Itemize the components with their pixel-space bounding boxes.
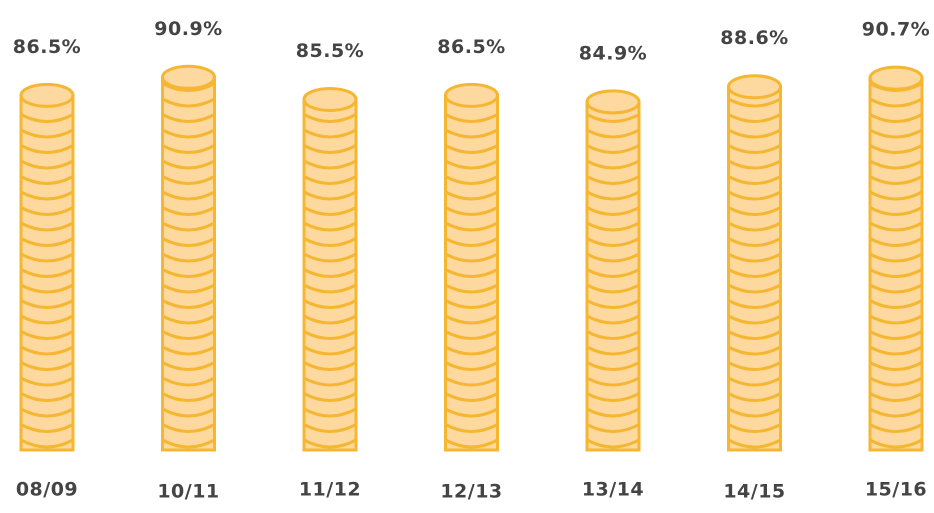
coin-stack	[163, 66, 215, 450]
coin-stack	[446, 84, 498, 450]
coin-stack	[21, 84, 73, 450]
x-tick-label: 14/15	[723, 481, 785, 503]
x-tick-label: 10/11	[157, 481, 219, 503]
value-label: 86.5%	[437, 36, 505, 58]
x-tick-label: 12/13	[440, 481, 502, 503]
coin-stack	[729, 76, 781, 450]
value-label: 90.7%	[862, 19, 930, 41]
x-tick-label: 11/12	[299, 479, 361, 501]
x-tick-label: 15/16	[865, 479, 927, 501]
coin-top	[304, 88, 356, 110]
chart: 86.5% 08/09 90.9% 10/11 85.5% 11/12 86.5% 12/13…	[0, 0, 934, 509]
coin-top	[21, 84, 73, 106]
coin-top	[729, 76, 781, 98]
value-label: 90.9%	[154, 18, 222, 40]
value-label: 86.5%	[13, 36, 81, 58]
coin-top	[446, 84, 498, 106]
coin-stack	[587, 91, 639, 450]
coin-stack	[870, 67, 922, 450]
coin-top	[587, 91, 639, 113]
coin-stack	[304, 88, 356, 450]
value-label: 85.5%	[296, 40, 364, 62]
coin-top	[870, 67, 922, 89]
coin-top	[163, 66, 215, 88]
x-tick-label: 13/14	[582, 479, 644, 501]
value-label: 88.6%	[720, 27, 788, 49]
value-label: 84.9%	[579, 42, 647, 64]
x-tick-label: 08/09	[16, 479, 78, 501]
